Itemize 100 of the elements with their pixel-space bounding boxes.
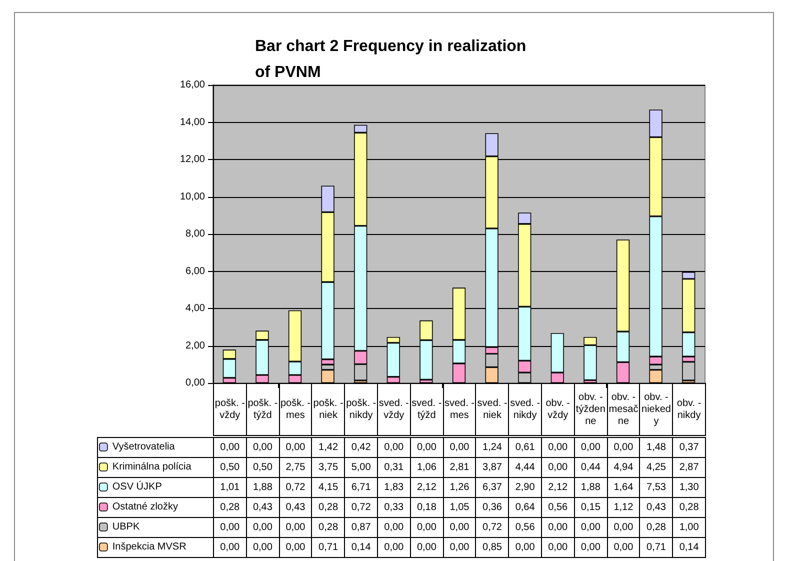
- data-label: 0,00: [574, 538, 608, 558]
- x-tick-label: pošk. - niek: [312, 384, 345, 436]
- data-label: 7,53: [640, 478, 673, 498]
- data-label: 1,64: [607, 478, 640, 498]
- data-label: 0,00: [541, 538, 574, 558]
- x-tick-label: pošk. - vždy: [214, 384, 246, 436]
- y-tick-label: 8,00: [186, 228, 206, 240]
- y-tick-label: 10,00: [180, 191, 206, 202]
- data-label: 0,00: [574, 438, 608, 458]
- data-label: 2,90: [508, 478, 542, 498]
- x-tick-label: sved. - týžd: [410, 384, 444, 436]
- data-label: 0,50: [246, 458, 280, 478]
- data-label: 0,31: [377, 458, 410, 478]
- data-label: 1,26: [443, 478, 476, 498]
- data-label: 4,15: [312, 478, 345, 498]
- legend-label: Kriminálna polícia: [112, 462, 192, 472]
- y-tick-label: 6,00: [186, 266, 206, 277]
- x-tick-label: obv. - týždenne: [574, 384, 608, 436]
- x-tick-label: sved. - mes: [443, 384, 476, 436]
- data-label: 0,00: [508, 538, 542, 558]
- data-label: 0,00: [443, 438, 476, 458]
- data-label: 2,12: [541, 478, 574, 498]
- data-label: 6,71: [344, 478, 378, 498]
- data-label: 0,43: [640, 498, 673, 518]
- data-label: 0,43: [246, 498, 280, 518]
- legend-label: Ostatné zložky: [112, 502, 178, 512]
- data-label: 0,00: [607, 538, 640, 558]
- data-label: 1,12: [607, 498, 640, 518]
- legend-label: Inšpekcia MVSR: [112, 542, 186, 552]
- data-label: 0,00: [246, 438, 280, 458]
- data-label: 0,00: [377, 518, 410, 538]
- data-label: 3,87: [476, 458, 509, 478]
- x-tick-label: pošk. - mes: [279, 384, 312, 436]
- x-tick-label: sved. - nikdy: [508, 384, 542, 436]
- data-label: 4,44: [508, 458, 542, 478]
- x-tick-label: sved. - niek: [476, 384, 509, 436]
- data-label: 1,00: [672, 518, 706, 538]
- x-tick-label: obv. - vždy: [541, 384, 574, 436]
- data-label: 3,75: [312, 458, 345, 478]
- y-tick-label: 0,00: [186, 378, 206, 388]
- data-label: 0,61: [508, 438, 542, 458]
- y-tick-label: 14,00: [180, 116, 206, 128]
- y-tick-label: 2,00: [186, 340, 206, 352]
- data-label: 1,83: [377, 478, 410, 498]
- y-tick-label: 4,00: [186, 303, 206, 314]
- data-label: 0,00: [214, 538, 246, 558]
- data-label: 0,00: [541, 518, 574, 538]
- data-label: 1,01: [214, 478, 246, 498]
- data-label: 1,88: [574, 478, 608, 498]
- data-label: 0,33: [377, 498, 410, 518]
- data-label: 4,94: [607, 458, 640, 478]
- data-label: 0,00: [410, 438, 444, 458]
- legend-label: Vyšetrovatelia: [112, 442, 176, 452]
- data-label: 0,00: [377, 438, 410, 458]
- data-label: 1,42: [312, 438, 345, 458]
- data-label: 0,37: [672, 438, 706, 458]
- y-tick-label: 12,00: [180, 154, 206, 165]
- data-label: 1,30: [672, 478, 706, 498]
- data-label: 1,06: [410, 458, 444, 478]
- data-label: 0,56: [508, 518, 542, 538]
- chart-title: Bar chart 2 Frequency in realization of PVNM: [255, 37, 528, 83]
- x-tick-label: sved. - vždy: [377, 384, 410, 436]
- data-label: 0,28: [312, 518, 345, 538]
- data-label: 0,43: [279, 498, 312, 518]
- data-label: 0,00: [279, 518, 312, 538]
- x-tick-label: obv. - niekedy: [640, 384, 673, 436]
- data-label: 4,25: [640, 458, 673, 478]
- data-label: 0,28: [640, 518, 673, 538]
- data-label: 2,12: [410, 478, 444, 498]
- data-label: 0,00: [410, 538, 444, 558]
- data-label: 0,56: [541, 498, 574, 518]
- data-label: 0,28: [214, 498, 246, 518]
- data-label: 0,50: [214, 458, 246, 478]
- data-label: 1,05: [443, 498, 476, 518]
- data-label: 0,00: [541, 438, 574, 458]
- data-label: 0,00: [607, 438, 640, 458]
- data-label: 0,87: [344, 518, 378, 538]
- data-label: 0,64: [508, 498, 542, 518]
- data-label: 0,00: [214, 438, 246, 458]
- legend-label: UBPK: [112, 522, 140, 532]
- data-label: 0,00: [377, 538, 410, 558]
- data-label: 0,71: [312, 538, 345, 558]
- data-label: 0,72: [279, 478, 312, 498]
- data-label: 0,00: [443, 518, 476, 538]
- data-label: 0,72: [476, 518, 509, 538]
- data-label: 0,00: [246, 518, 280, 538]
- data-label: 0,28: [312, 498, 345, 518]
- data-label: 0,14: [672, 538, 706, 558]
- data-label: 0,36: [476, 498, 509, 518]
- x-tick-label: pošk. - nikdy: [344, 384, 378, 436]
- data-label: 2,75: [279, 458, 312, 478]
- data-label: 0,00: [607, 518, 640, 538]
- x-tick-label: obv. - nikdy: [672, 384, 706, 436]
- data-label: 0,00: [246, 538, 280, 558]
- data-label: 0,14: [344, 538, 378, 558]
- data-label: 0,85: [476, 538, 509, 558]
- data-label: 1,88: [246, 478, 280, 498]
- data-label: 0,00: [541, 458, 574, 478]
- data-label: 2,81: [443, 458, 476, 478]
- x-tick-label: pošk. - týžd: [246, 384, 280, 436]
